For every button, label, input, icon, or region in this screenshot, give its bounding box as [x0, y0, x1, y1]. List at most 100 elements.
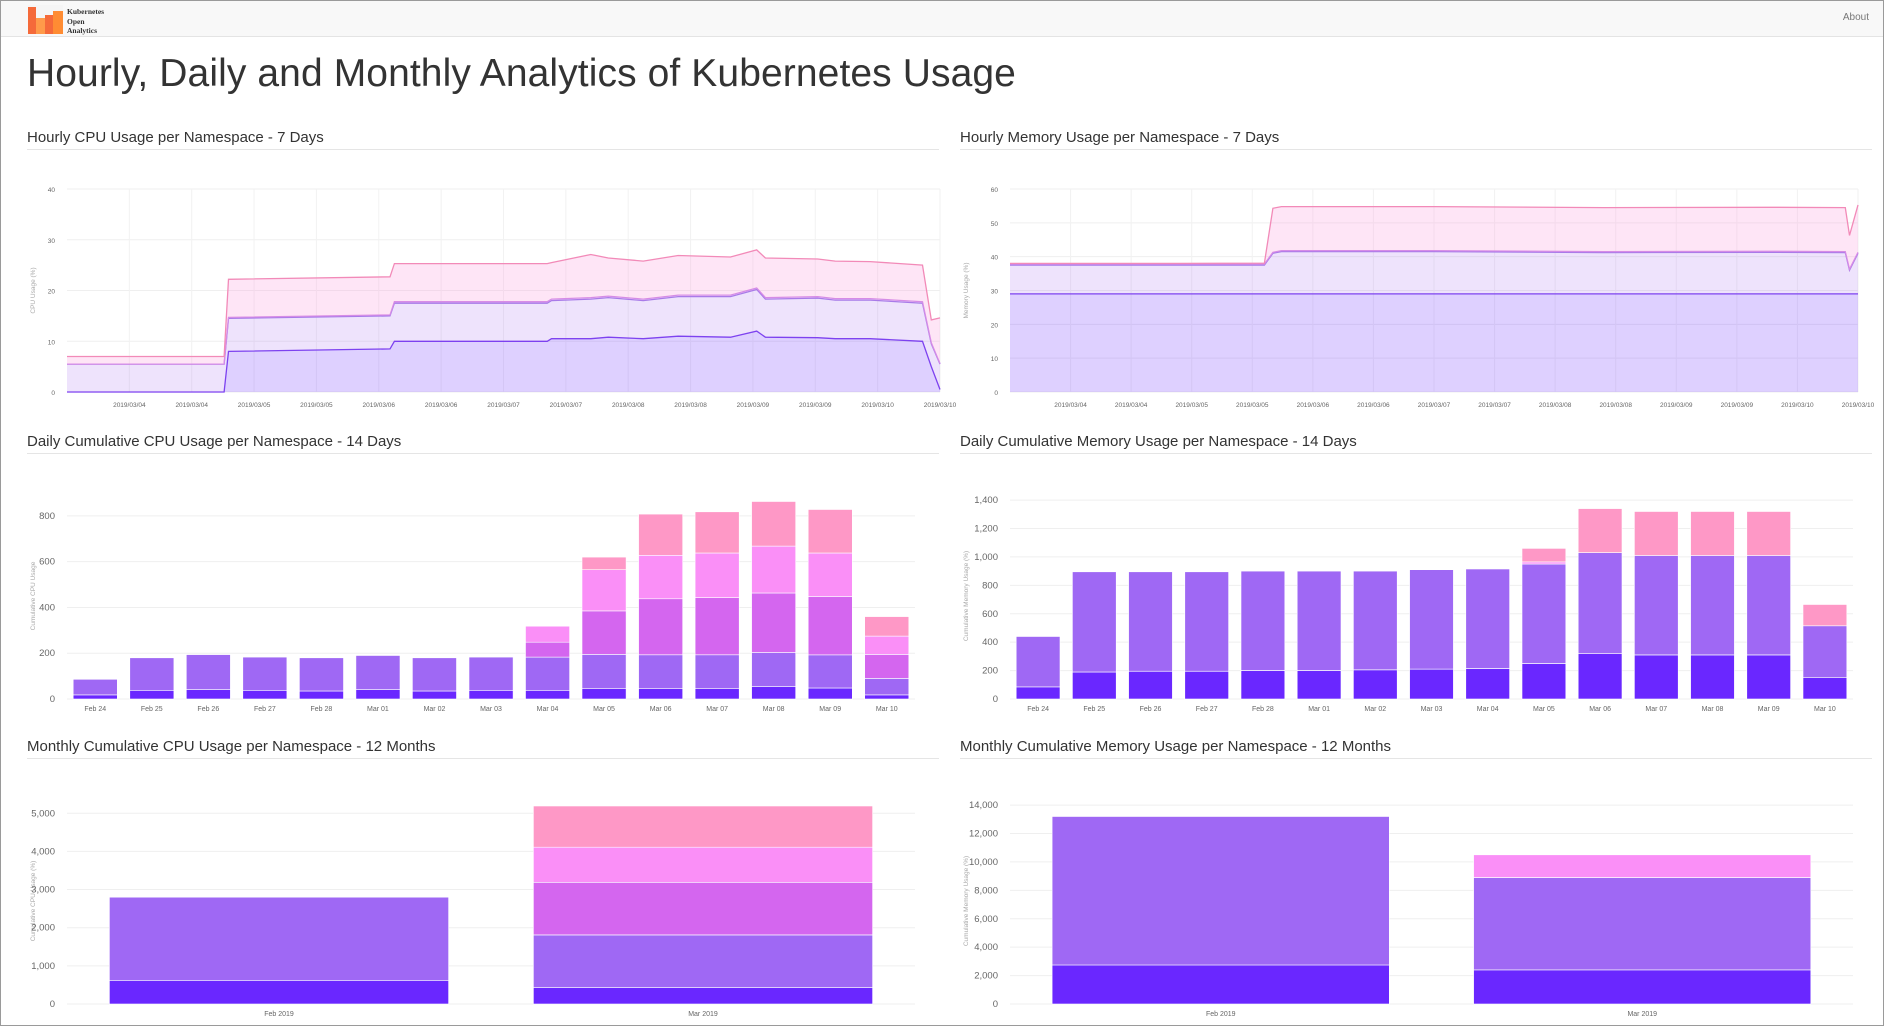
kubernetes-analytics-logo[interactable] — [28, 5, 63, 34]
bar-segment — [751, 592, 796, 653]
x-tick-label: Mar 07 — [1645, 706, 1667, 713]
line-series-3 — [1010, 249, 1859, 272]
bar-segment — [129, 690, 175, 700]
y-tick-label: 0 — [50, 694, 55, 705]
bar-segment — [1051, 816, 1390, 966]
bar-segment — [355, 655, 401, 690]
bar-segment — [1577, 508, 1623, 553]
area-series-1 — [1010, 293, 1858, 392]
monthly-cpu-chart[interactable]: Cumulative CPU Usage (%) 0 1,000 2,000 3,000… — [27, 790, 939, 1020]
bar-segment — [186, 654, 231, 690]
bar-segment — [751, 545, 796, 594]
bar-segment — [412, 657, 457, 692]
y-tick-label: 600 — [39, 557, 55, 568]
x-tick-label: 2019/03/10 — [1842, 402, 1875, 409]
x-tick-label: 2019/03/10 — [924, 402, 957, 409]
x-tick-label: 2019/03/08 — [1539, 402, 1572, 409]
bar-segment — [638, 688, 683, 700]
bar-segment — [1690, 654, 1735, 700]
bar-segment — [1634, 555, 1679, 656]
x-tick-label: Mar 2019 — [1627, 1011, 1657, 1018]
bar-segment — [1051, 964, 1390, 1005]
bar-segment — [533, 846, 873, 883]
bar-segment — [1015, 636, 1061, 688]
line-series-3 — [67, 287, 941, 365]
y-tick-label: 50 — [991, 221, 999, 228]
hourly-cpu-title: Hourly CPU Usage per Namespace - 7 Days — [27, 129, 939, 150]
bar-segment — [1473, 877, 1812, 971]
bar-segment — [1521, 663, 1567, 700]
y-tick-label: 200 — [982, 666, 998, 677]
bar-segment — [1240, 670, 1286, 700]
x-tick-label: 2019/03/07 — [550, 402, 583, 409]
line-series-4 — [1010, 204, 1859, 265]
x-tick-label: Feb 25 — [141, 706, 163, 713]
y-tick-label: 4,000 — [31, 846, 55, 857]
bar-segment — [468, 690, 514, 700]
y-tick-label: 40 — [991, 255, 999, 262]
brand-name[interactable]: Kubernetes Open Analytics — [67, 7, 104, 36]
y-tick-label: 10,000 — [969, 857, 998, 868]
bar-segment — [109, 896, 449, 981]
bar-segment — [299, 690, 344, 700]
x-tick-label: 2019/03/09 — [1660, 402, 1693, 409]
about-link[interactable]: About — [1842, 12, 1869, 23]
bar-segment — [1634, 511, 1679, 556]
bar-segment — [129, 657, 175, 691]
x-tick-label: 2019/03/06 — [363, 402, 396, 409]
hourly-cpu-chart[interactable]: CPU Usage (%) 0 10 20 30 40 2019/03/04 2019/03/… — [27, 180, 957, 415]
area-series-4 — [1010, 204, 1858, 270]
bar-segment — [807, 509, 853, 554]
x-tick-label: 2019/03/10 — [1781, 402, 1814, 409]
x-tick-label: Mar 02 — [1364, 706, 1386, 713]
y-tick-label: 30 — [991, 289, 999, 296]
x-tick-label: 2019/03/04 — [1054, 402, 1087, 409]
monthly-cpu-title: Monthly Cumulative CPU Usage per Namespa… — [27, 738, 939, 759]
bar-segment — [1521, 548, 1567, 563]
bar-segment — [807, 552, 853, 597]
navbar: Kubernetes Open Analytics About — [1, 1, 1883, 37]
y-tick-label: 10 — [48, 339, 56, 346]
x-tick-label: Mar 01 — [1308, 706, 1330, 713]
bar-segment — [1746, 555, 1791, 656]
x-tick-label: 2019/03/06 — [1297, 402, 1330, 409]
daily-cpu-chart[interactable]: Cumulative CPU Usage 0 200 400 600 800 Feb 24 F… — [27, 485, 939, 717]
bar-segment — [694, 511, 740, 554]
x-tick-label: Mar 05 — [1533, 706, 1555, 713]
y-tick-label: 800 — [982, 580, 998, 591]
x-tick-label: 2019/03/07 — [487, 402, 520, 409]
x-tick-label: Mar 2019 — [688, 1011, 718, 1018]
bar-segment — [1296, 570, 1342, 671]
monthly-memory-chart[interactable]: Cumulative Memory Usage (%) 0 2,000 4,000 6,… — [960, 790, 1872, 1020]
bar-segment — [751, 686, 796, 700]
x-tick-label: Feb 2019 — [1206, 1011, 1236, 1018]
bar-segment — [1465, 668, 1510, 700]
x-tick-label: Feb 28 — [311, 706, 333, 713]
x-tick-label: 2019/03/06 — [1357, 402, 1390, 409]
y-tick-label: 2,000 — [31, 923, 55, 934]
bar-segment — [525, 641, 570, 658]
hourly-memory-chart[interactable]: Memory Usage (%) 0 10 20 30 40 50 60 2019/03/04 2… — [960, 180, 1875, 415]
bar-segment — [1746, 654, 1791, 700]
x-tick-label: 2019/03/05 — [1236, 402, 1269, 409]
y-tick-label: 1,000 — [974, 552, 998, 563]
y-tick-label: 0 — [51, 390, 55, 397]
bar-segment — [72, 694, 118, 700]
bar-segment — [355, 689, 401, 700]
x-tick-label: Mar 08 — [1702, 706, 1724, 713]
x-tick-label: Feb 25 — [1083, 706, 1105, 713]
x-tick-label: Mar 08 — [763, 706, 785, 713]
x-tick-label: Feb 27 — [254, 706, 276, 713]
bar-segment — [525, 656, 570, 691]
x-tick-label: Mar 07 — [706, 706, 728, 713]
bar-segment — [533, 882, 873, 936]
x-tick-label: Feb 27 — [1196, 706, 1218, 713]
bar-segment — [1409, 569, 1454, 670]
bar-segment — [1690, 555, 1735, 656]
daily-memory-chart[interactable]: Cumulative Memory Usage (%) 0 200 400 600 800… — [960, 485, 1872, 717]
bar-segment — [1634, 654, 1679, 700]
bar-segment — [807, 687, 853, 700]
bar-segment — [864, 654, 910, 679]
x-tick-label: 2019/03/09 — [737, 402, 770, 409]
x-tick-label: Mar 06 — [1589, 706, 1611, 713]
